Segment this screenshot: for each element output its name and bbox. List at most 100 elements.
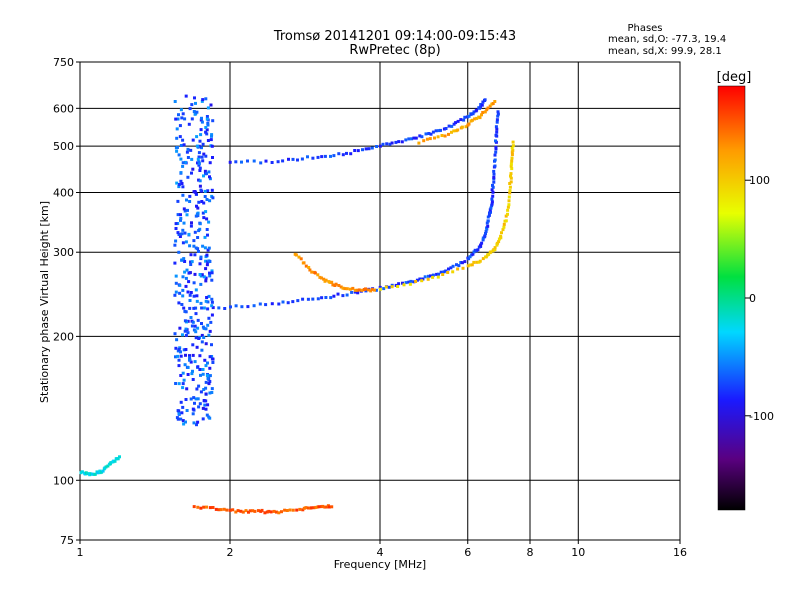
point-upper-trace-x (473, 117, 477, 121)
point-upper-trace (375, 145, 379, 148)
point-upper-trace (240, 160, 243, 164)
point-e-layer-echoes (323, 505, 327, 509)
point-low-frequency-echoes (113, 459, 117, 463)
point-spread-f-region (178, 346, 182, 350)
point-upper-trace (332, 154, 336, 158)
point-o-mode-f-trace (490, 204, 494, 208)
point-x-mode-f-trace (420, 279, 424, 283)
point-o-mode-f-trace (486, 224, 490, 228)
point-spread-f-region (203, 246, 207, 250)
point-low-frequency-echoes (106, 464, 110, 468)
point-x-mode-low-branch (353, 288, 357, 292)
point-spread-f-region (194, 288, 198, 292)
point-spread-f-region (177, 233, 181, 236)
point-o-mode-f-trace (479, 243, 483, 247)
point-upper-trace (364, 147, 368, 151)
point-spread-f-region (181, 112, 185, 116)
point-x-mode-f-trace (511, 148, 515, 152)
point-spread-f-region (183, 231, 187, 235)
point-spread-f-region (183, 209, 187, 213)
point-spread-f-region (208, 260, 212, 263)
point-spread-f-region (180, 116, 184, 120)
y-tick-label: 300 (53, 246, 74, 259)
point-spread-f-region (194, 192, 198, 196)
point-spread-f-region (175, 136, 179, 140)
point-upper-trace (356, 149, 360, 153)
point-x-mode-low-branch (334, 282, 338, 286)
point-spread-f-region (204, 407, 208, 411)
point-o-mode-f-trace (382, 287, 386, 291)
point-upper-trace (447, 124, 451, 128)
point-o-mode-f-trace (374, 288, 378, 292)
point-spread-f-region (210, 387, 214, 391)
point-o-mode-f-trace (486, 219, 490, 223)
point-spread-f-region (211, 156, 214, 159)
point-o-mode-f-trace (492, 176, 496, 179)
point-spread-f-region (173, 293, 177, 297)
point-spread-f-region (202, 216, 206, 220)
point-x-mode-low-branch (299, 257, 303, 261)
point-o-mode-f-trace (397, 282, 401, 286)
point-spread-f-region (181, 185, 185, 189)
point-e-layer-echoes (231, 508, 235, 512)
point-upper-trace (228, 160, 232, 164)
point-spread-f-region (188, 354, 191, 358)
point-e-layer-echoes (283, 508, 287, 512)
point-spread-f-region (179, 417, 183, 421)
point-spread-f-region (204, 130, 208, 134)
point-x-mode-low-branch (310, 270, 314, 274)
point-spread-f-region (192, 294, 196, 298)
point-spread-f-region (177, 185, 181, 189)
point-x-mode-f-trace (426, 277, 430, 281)
x-tick-label: 6 (464, 546, 471, 559)
point-o-mode-f-trace (301, 297, 305, 301)
point-spread-f-region (210, 188, 214, 192)
point-spread-f-region (204, 364, 208, 368)
point-spread-f-region (206, 189, 210, 193)
point-spread-f-region (203, 358, 207, 362)
point-e-layer-echoes (285, 509, 289, 512)
point-spread-f-region (197, 229, 201, 233)
point-o-mode-f-trace (378, 285, 382, 289)
point-low-frequency-echoes (101, 469, 105, 473)
point-o-mode-f-trace (481, 238, 485, 242)
point-spread-f-region (186, 373, 190, 376)
point-o-mode-f-trace (246, 305, 250, 309)
point-upper-trace-x (481, 111, 485, 114)
point-spread-f-region (192, 328, 196, 332)
point-spread-f-region (201, 406, 205, 410)
point-upper-trace (418, 134, 422, 138)
point-e-layer-echoes (239, 509, 243, 513)
point-spread-f-region (199, 133, 203, 137)
point-upper-trace (444, 127, 448, 130)
point-spread-f-region (206, 139, 210, 142)
point-x-mode-f-trace (466, 264, 470, 268)
point-spread-f-region (204, 279, 208, 283)
x-tick-label: 4 (377, 546, 384, 559)
point-upper-trace-x (417, 141, 421, 145)
point-o-mode-f-trace (487, 213, 491, 217)
point-spread-f-region (210, 313, 214, 317)
point-spread-f-region (206, 376, 210, 380)
point-upper-trace (434, 129, 438, 133)
point-spread-f-region (184, 284, 188, 288)
point-spread-f-region (195, 387, 199, 391)
point-spread-f-region (186, 156, 190, 159)
point-x-mode-low-branch (316, 273, 320, 277)
point-upper-trace (483, 98, 487, 102)
x-tick-label: 2 (227, 546, 234, 559)
point-spread-f-region (188, 358, 191, 362)
point-upper-trace (400, 140, 404, 144)
point-x-mode-low-branch (328, 280, 332, 284)
point-o-mode-f-trace (485, 221, 489, 225)
point-upper-trace (281, 159, 285, 163)
point-o-mode-f-trace (460, 261, 464, 265)
point-upper-trace (465, 115, 469, 119)
point-x-mode-f-trace (510, 146, 514, 150)
point-spread-f-region (205, 217, 209, 221)
point-spread-f-region (200, 273, 204, 277)
point-spread-f-region (210, 133, 214, 137)
point-spread-f-region (181, 193, 185, 197)
point-x-mode-f-trace (502, 225, 506, 229)
point-o-mode-f-trace (449, 266, 453, 270)
